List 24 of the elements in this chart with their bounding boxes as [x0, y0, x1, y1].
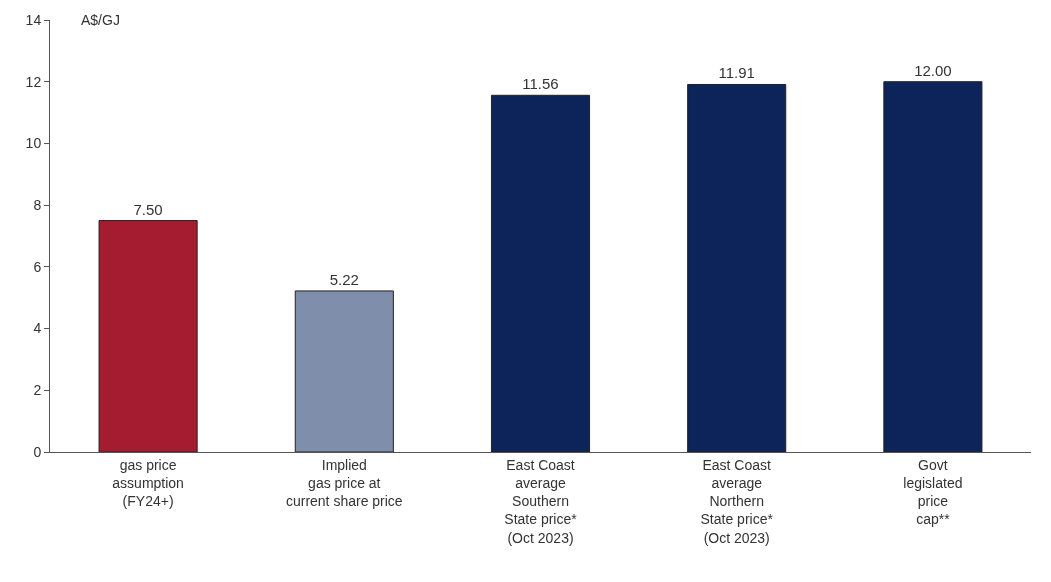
y-tick-label: 14 — [25, 11, 42, 28]
x-tick-label: gas price assumption (FY24+) — [112, 456, 184, 510]
y-tick-label: 0 — [33, 443, 42, 460]
data-label: 11.91 — [718, 64, 755, 82]
y-tick-label: 6 — [33, 258, 42, 275]
bar — [687, 83, 787, 452]
y-tick-label: 2 — [33, 382, 42, 399]
bar — [98, 220, 198, 452]
y-tick-label: 4 — [33, 320, 42, 337]
x-tick-label: East Coast average Northern State price* (Oct 2023) — [700, 456, 774, 546]
y-tick-label: 12 — [25, 73, 42, 90]
data-label: 7.50 — [133, 200, 163, 218]
bar — [883, 81, 983, 452]
x-tick-label: Govt legislated price cap** — [903, 456, 963, 528]
data-label: 5.22 — [329, 270, 359, 288]
y-tick-label: 8 — [33, 197, 42, 214]
x-tick-label: East Coast average Southern State price* (Oct 2023) — [504, 456, 578, 546]
bar — [490, 94, 591, 452]
y-axis-title: A$/GJ — [81, 12, 120, 28]
data-label: 12.00 — [914, 61, 952, 79]
data-label: 11.56 — [522, 75, 559, 93]
x-tick-label: Implied gas price at current share price — [285, 456, 403, 510]
y-tick-label: 10 — [25, 135, 42, 152]
bar — [294, 290, 394, 452]
